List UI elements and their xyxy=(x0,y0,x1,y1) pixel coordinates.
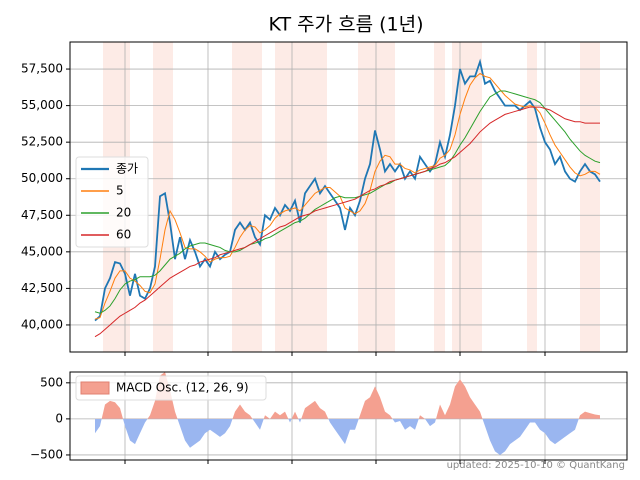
y-tick-label: 0 xyxy=(55,411,63,425)
y-tick-label: 50,000 xyxy=(21,171,63,185)
shaded-range xyxy=(358,42,395,352)
price-line xyxy=(94,58,601,322)
shaded-range xyxy=(153,42,173,352)
legend-label: MACD Osc. (12, 26, 9) xyxy=(116,381,249,395)
legend-label: 60 xyxy=(116,228,131,242)
axes-frame xyxy=(69,371,628,461)
y-tick-label: 40,000 xyxy=(21,317,63,331)
footer: updated: 2025-10-10 © QuantKang xyxy=(447,460,625,471)
y-tick-label: 45,000 xyxy=(21,244,63,258)
y-tick-label: 57,500 xyxy=(21,62,63,76)
shaded-range xyxy=(232,42,262,352)
shaded-range xyxy=(434,42,445,352)
price-line xyxy=(94,90,601,314)
legend-box xyxy=(75,156,149,248)
legend-label: 5 xyxy=(116,184,124,198)
shaded-range xyxy=(580,42,600,352)
legend-label: 20 xyxy=(116,206,131,220)
chart-title: KT 주가 흐름 (1년) xyxy=(268,14,423,36)
y-tick-label: 55,000 xyxy=(21,98,63,112)
positive-area xyxy=(95,372,600,419)
price-line xyxy=(94,72,601,320)
shaded-range xyxy=(275,42,327,352)
legend-patch xyxy=(80,381,110,395)
y-tick-label: 500 xyxy=(40,375,63,389)
legend-label: 종가 xyxy=(116,162,138,176)
y-tick-label: −500 xyxy=(30,447,63,461)
y-tick-label: 42,500 xyxy=(21,281,63,295)
y-tick-label: 47,500 xyxy=(21,208,63,222)
negative-area xyxy=(95,418,579,455)
axes-frame xyxy=(69,41,628,353)
y-tick-label: 52,500 xyxy=(21,135,63,149)
legend-box xyxy=(75,375,267,401)
shaded-range xyxy=(527,42,537,352)
price-line xyxy=(94,106,600,338)
